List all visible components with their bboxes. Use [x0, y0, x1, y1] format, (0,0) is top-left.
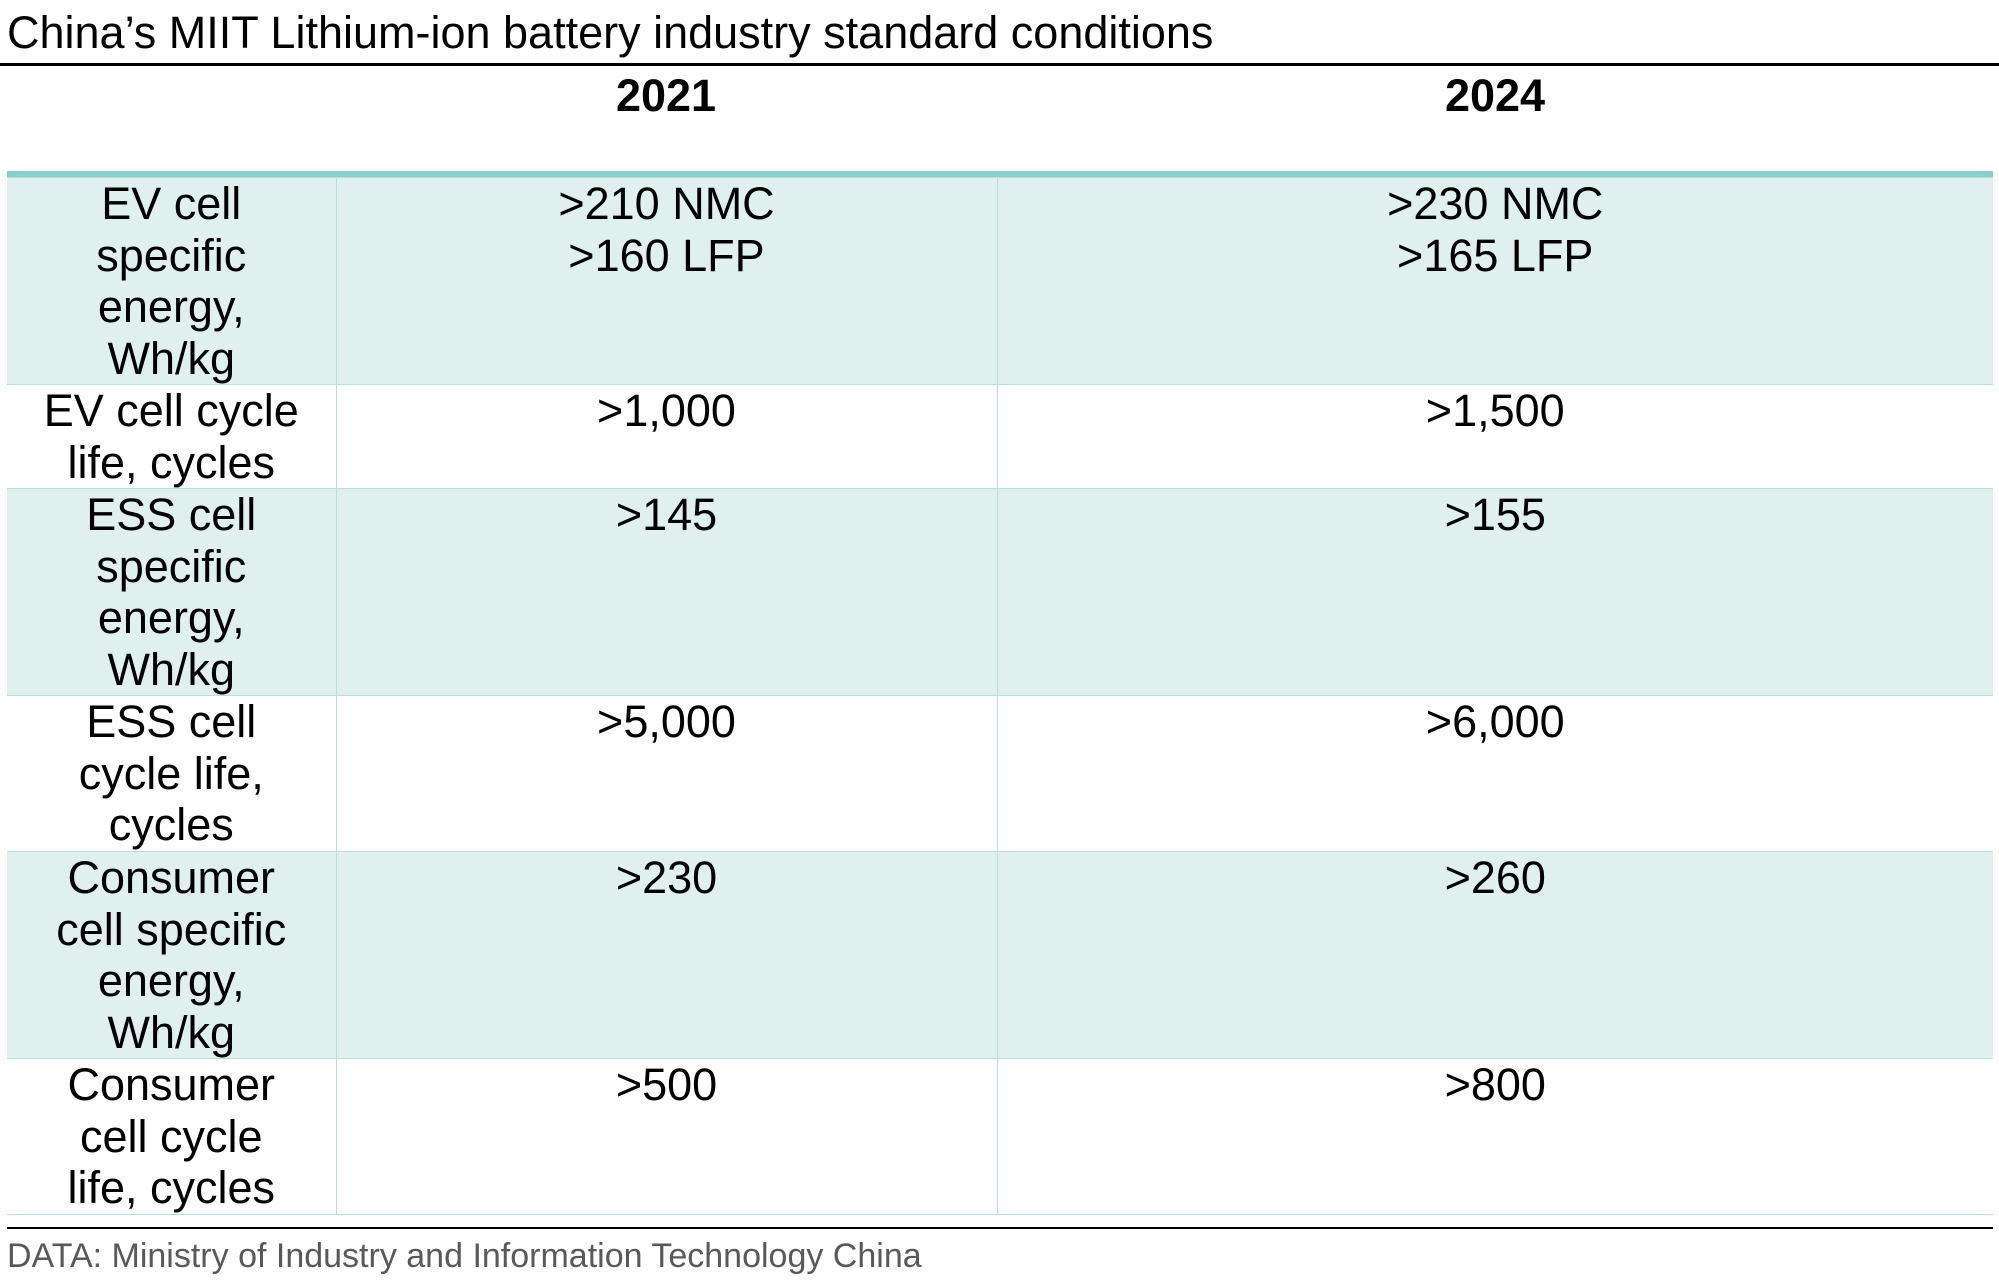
- value-line: >145: [615, 489, 718, 541]
- row-label-line: EV cell cycle: [43, 385, 299, 437]
- row-label-line: cycle life,: [78, 747, 264, 799]
- row-label-line: specific: [96, 229, 247, 281]
- value-line: >230: [615, 852, 718, 904]
- column-header-2021: 2021: [615, 70, 717, 121]
- row-label-line: life, cycles: [67, 1162, 276, 1213]
- row-label-line: energy,: [97, 955, 245, 1006]
- value-line: >1,000: [597, 385, 736, 437]
- row-label-line: cycles: [108, 799, 234, 850]
- row-label-line: ESS cell: [86, 489, 257, 541]
- value-cell-2024: >1,500: [996, 384, 1993, 489]
- title-divider: [0, 63, 1999, 66]
- row-label-cell: Consumer cell specific energy, Wh/kg: [7, 851, 336, 1059]
- value-cell-2021: >500: [335, 1058, 997, 1215]
- table-row: Consumer cell specific energy, Wh/kg >230 >26…: [7, 851, 1993, 1059]
- row-label-line: specific: [96, 540, 247, 592]
- row-label-line: cell specific: [56, 903, 287, 955]
- footer-divider: [7, 1227, 1993, 1229]
- table-row: EV cell specific energy, Wh/kg >210 NMC >160 …: [7, 177, 1993, 385]
- row-label-line: Consumer: [67, 852, 276, 904]
- header-rule: [7, 171, 1993, 177]
- row-label-line: ESS cell: [86, 696, 257, 748]
- value-cell-2024: >6,000: [996, 695, 1993, 852]
- value-line: >155: [1444, 489, 1546, 541]
- value-cell-2021: >1,000: [335, 384, 997, 489]
- table-row: ESS cell specific energy, Wh/kg >145 >155: [7, 488, 1993, 696]
- value-cell-2024: >800: [996, 1058, 1993, 1215]
- row-label-cell: ESS cell cycle life, cycles: [7, 695, 336, 852]
- value-line: >6,000: [1425, 696, 1565, 748]
- column-header-2024: 2024: [1444, 70, 1546, 121]
- value-cell-2021: >230: [335, 851, 997, 1059]
- row-label-line: Consumer: [67, 1059, 276, 1111]
- value-line: >160 LFP: [568, 229, 765, 281]
- value-cell-2021: >210 NMC >160 LFP: [335, 177, 997, 385]
- standards-table: EV cell specific energy, Wh/kg >210 NMC >160 …: [7, 177, 1993, 1215]
- row-label-line: life, cycles: [67, 436, 276, 488]
- row-label-line: energy,: [97, 592, 245, 643]
- row-label-cell: EV cell cycle life, cycles: [7, 384, 336, 489]
- value-line: >210 NMC: [558, 178, 775, 230]
- row-label-line: EV cell: [101, 178, 242, 230]
- value-cell-2021: >5,000: [335, 695, 997, 852]
- value-line: >260: [1444, 852, 1546, 904]
- row-label-line: energy,: [97, 281, 245, 332]
- value-cell-2024: >260: [996, 851, 1993, 1059]
- row-label-cell: EV cell specific energy, Wh/kg: [7, 177, 336, 385]
- table-row: EV cell cycle life, cycles >1,000 >1,500: [7, 384, 1993, 489]
- row-label-line: Wh/kg: [107, 1006, 236, 1058]
- table-row: ESS cell cycle life, cycles >5,000 >6,000: [7, 695, 1993, 852]
- row-label-line: Wh/kg: [107, 332, 236, 384]
- value-line: >1,500: [1425, 385, 1565, 437]
- row-label-line: Wh/kg: [107, 643, 236, 695]
- row-label-cell: ESS cell specific energy, Wh/kg: [7, 488, 336, 696]
- value-cell-2024: >230 NMC >165 LFP: [996, 177, 1993, 385]
- table-row: Consumer cell cycle life, cycles >500 >800: [7, 1058, 1993, 1215]
- value-cell-2024: >155: [996, 488, 1993, 696]
- value-line: >165 LFP: [1397, 229, 1594, 281]
- value-line: >5,000: [597, 696, 736, 748]
- value-cell-2021: >145: [335, 488, 997, 696]
- row-label-line: cell cycle: [79, 1110, 263, 1162]
- value-line: >800: [1444, 1059, 1546, 1111]
- chart-title: China’s MIIT Lithium-ion battery industr…: [7, 7, 1214, 58]
- data-source-note: DATA: Ministry of Industry and Informati…: [7, 1237, 922, 1275]
- value-line: >500: [615, 1059, 718, 1111]
- row-label-cell: Consumer cell cycle life, cycles: [7, 1058, 336, 1215]
- value-line: >230 NMC: [1387, 178, 1604, 230]
